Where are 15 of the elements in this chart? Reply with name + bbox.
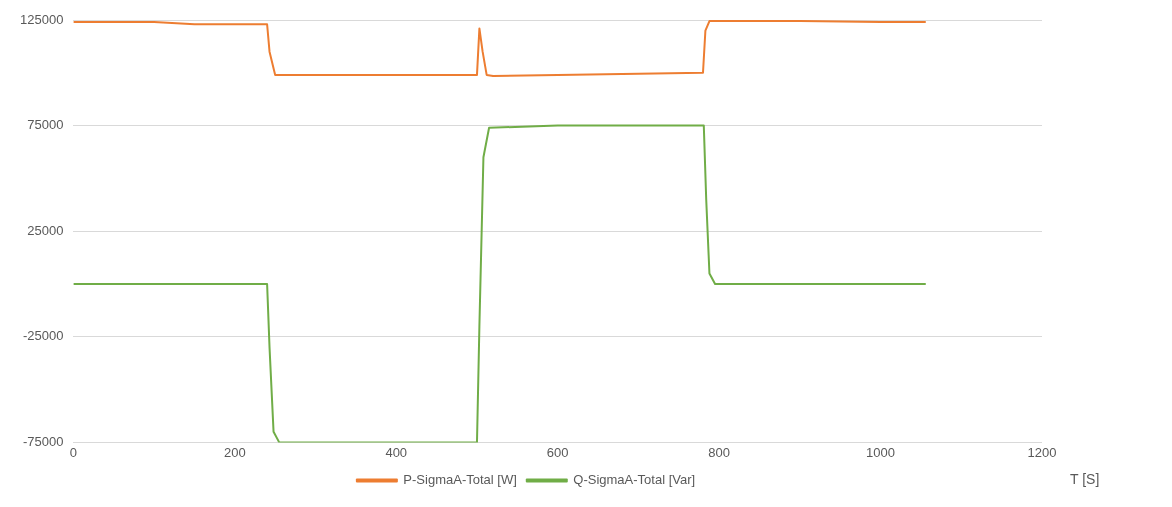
y-tick-label: -25000 (22, 328, 64, 344)
legend-label: P-SigmaA-Total [W] (403, 472, 517, 488)
legend-label: Q-SigmaA-Total [Var] (573, 472, 696, 488)
x-tick-label: 400 (385, 444, 408, 460)
y-tick-label: -75000 (22, 433, 64, 449)
x-tick-label: 1000 (866, 444, 896, 460)
x-axis-title: T [S] (1070, 470, 1100, 487)
y-tick-label: 75000 (27, 117, 64, 133)
y-tick-label: 25000 (27, 222, 64, 238)
x-tick-label: 1200 (1027, 444, 1057, 460)
x-tick-label: 200 (223, 444, 246, 460)
x-tick-label: 800 (708, 444, 730, 460)
x-tick-label: 600 (546, 444, 569, 460)
x-tick-label: 0 (69, 444, 77, 460)
y-tick-label: 125000 (19, 11, 64, 27)
